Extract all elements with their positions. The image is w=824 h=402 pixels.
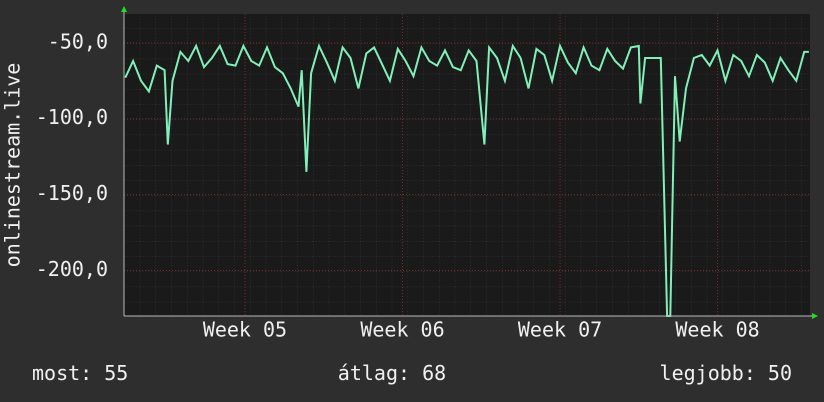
y-tick-label: -100,0 (36, 105, 108, 129)
y-tick-label: -150,0 (36, 181, 108, 205)
x-tick-label: Week 06 (360, 318, 444, 342)
stat-avg: átlag: 68 (338, 361, 446, 385)
x-tick-label: Week 05 (203, 318, 287, 342)
data-line (124, 42, 809, 317)
y-arrow (121, 6, 127, 12)
y-tick-label: -50,0 (48, 29, 108, 53)
x-tick-label: Week 07 (518, 318, 602, 342)
x-tick-label: Week 08 (675, 318, 759, 342)
minor-grid (124, 14, 810, 316)
y-axis-title: onlinestream.live (1, 63, 25, 268)
x-arrow (812, 313, 818, 319)
y-tick-label: -200,0 (36, 257, 108, 281)
stat-best: legjobb: 50 (660, 361, 792, 385)
stat-now: most: 55 (32, 361, 128, 385)
